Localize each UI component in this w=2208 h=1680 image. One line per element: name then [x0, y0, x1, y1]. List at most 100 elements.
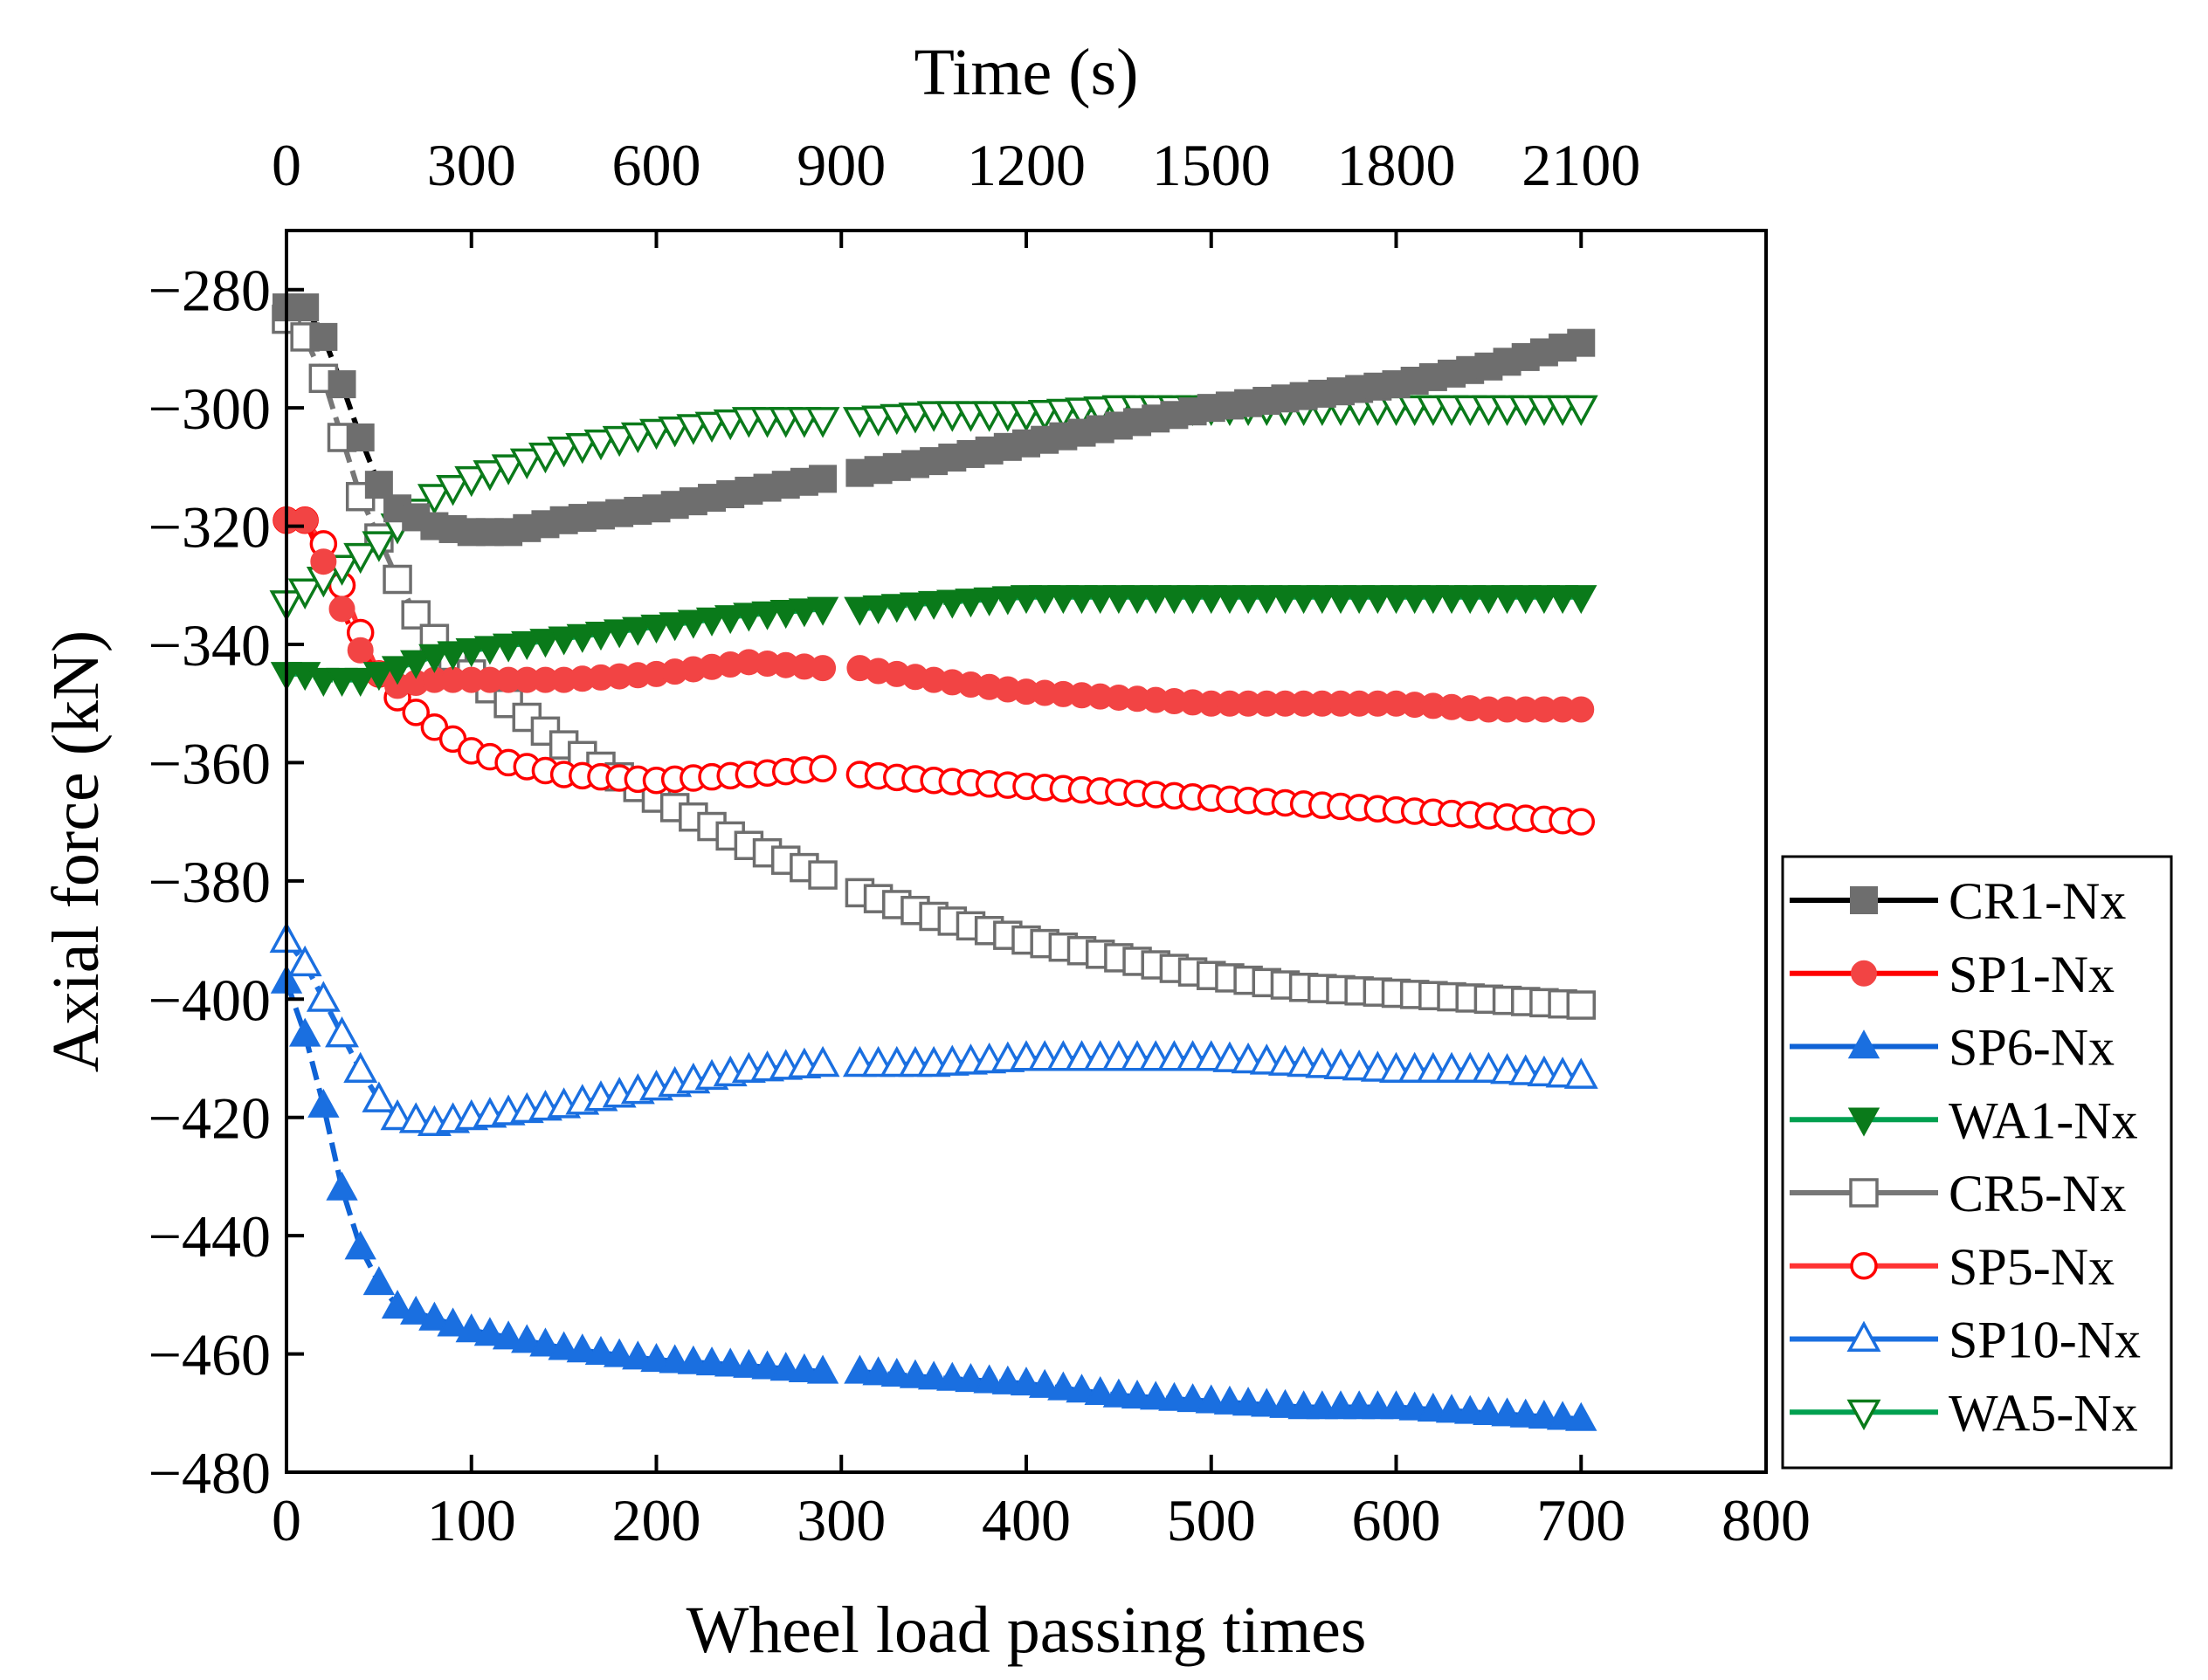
- wa5-nx-point: [1563, 395, 1598, 427]
- sp6-nx-point: [1176, 1383, 1209, 1413]
- wa5-nx-point: [473, 460, 507, 492]
- y-tick-label: −380: [148, 849, 271, 915]
- sp6-nx-point: [622, 1340, 654, 1370]
- wa1-nx-point: [695, 607, 728, 637]
- wa1-nx-point: [880, 594, 913, 623]
- sp6-nx-point: [751, 1350, 783, 1380]
- sp6-nx-point: [1047, 1371, 1080, 1401]
- sp6-nx-legend-marker: [1847, 1029, 1880, 1059]
- sp6-nx-point: [1546, 1401, 1579, 1430]
- wa1-nx-point: [955, 589, 987, 618]
- wa1-nx-point: [455, 638, 487, 668]
- sp6-nx-point: [1491, 1397, 1523, 1427]
- sp6-nx-point: [1380, 1390, 1412, 1420]
- sp6-nx-point: [1084, 1375, 1116, 1406]
- sp6-nx-point: [381, 1290, 414, 1319]
- sp5-nx-legend-marker: [1850, 1252, 1878, 1280]
- sp6-nx-point: [1232, 1387, 1265, 1416]
- y-tick-label: −400: [148, 967, 271, 1033]
- sp6-nx-point: [1435, 1394, 1468, 1423]
- sp6-nx-point: [936, 1361, 969, 1391]
- sp6-nx-point: [437, 1307, 469, 1337]
- sp6-nx-point: [899, 1359, 932, 1388]
- wa5-nx-point: [343, 542, 378, 575]
- wa1-nx-point: [344, 667, 376, 697]
- wa5-nx-point: [694, 411, 729, 443]
- wa1-nx-point: [584, 622, 618, 651]
- sp6-nx-point: [973, 1364, 1005, 1394]
- x-tick-label: 100: [427, 1487, 516, 1553]
- sp6-nx-point: [1417, 1392, 1450, 1422]
- legend-label: WA1-Nx: [1949, 1091, 2138, 1149]
- sp6-nx-point: [1010, 1367, 1043, 1396]
- cr1-nx-point: [309, 322, 338, 351]
- sp6-nx-point: [1251, 1387, 1283, 1417]
- sp10-nx-legend-marker: [1846, 1320, 1881, 1352]
- sp10-nx-line: [284, 938, 824, 1126]
- wa1-nx-point: [769, 600, 802, 630]
- y-tick-label: −420: [148, 1085, 271, 1152]
- wa5-nx-point: [287, 578, 322, 609]
- wa1-nx-point: [1565, 585, 1597, 615]
- wa5-nx-point: [676, 414, 711, 445]
- sp1-nx-point: [328, 596, 355, 623]
- sp6-nx-point: [1398, 1391, 1431, 1421]
- sp6-nx-point: [1269, 1388, 1301, 1418]
- cr1-nx-legend-marker: [1850, 886, 1878, 914]
- sp6-nx-point: [603, 1338, 636, 1367]
- x-tick-label: 200: [612, 1487, 701, 1553]
- top-x-tick-label: 1800: [1337, 132, 1456, 198]
- legend: CR1-Nx SP1-Nx SP6-Nx WA1-Nx CR5-Nx SP5-Nx SP10…: [1781, 855, 2173, 1470]
- sp5-nx-point: [1567, 808, 1595, 836]
- sp6-nx-point: [844, 1354, 876, 1384]
- sp5-nx-point: [402, 699, 430, 726]
- y-tick-label: −340: [148, 612, 271, 678]
- y-tick-label: −440: [148, 1203, 271, 1270]
- legend-label: CR5-Nx: [1949, 1165, 2126, 1222]
- sp10-nx-point: [1563, 1057, 1598, 1089]
- cr5-nx-point: [383, 564, 412, 595]
- cr5-nx-legend-marker: [1849, 1178, 1879, 1208]
- y-tick-label: −480: [148, 1440, 271, 1506]
- sp6-nx-point: [733, 1348, 765, 1378]
- wa5-nx-point: [805, 407, 840, 438]
- y-tick-label: −460: [148, 1322, 271, 1388]
- wa1-nx-point: [936, 589, 969, 619]
- wa5-nx-point: [547, 437, 582, 468]
- sp6-nx-point: [1102, 1378, 1135, 1408]
- sp6-nx-point: [806, 1354, 839, 1384]
- sp6-nx-point: [344, 1230, 376, 1260]
- sp1-nx-point: [292, 506, 319, 534]
- wa1-nx-point: [400, 650, 432, 679]
- wa5-nx-point: [509, 448, 544, 479]
- wa1-nx-point: [603, 619, 636, 649]
- top-x-tick-label: 1500: [1152, 132, 1271, 198]
- sp6-nx-point: [326, 1171, 358, 1201]
- wa5-nx-point: [491, 454, 526, 485]
- sp6-nx-point: [492, 1320, 525, 1350]
- cr1-nx-point: [346, 423, 375, 451]
- sp10-nx-point: [805, 1045, 840, 1078]
- sp6-nx-point: [1158, 1381, 1190, 1411]
- sp6-nx-point: [548, 1331, 580, 1360]
- wa1-nx-point: [381, 656, 414, 685]
- wa1-nx-point: [991, 586, 1025, 616]
- sp6-nx-point: [880, 1357, 913, 1387]
- wa1-nx-point: [511, 630, 543, 660]
- y-tick-label: −280: [148, 258, 271, 324]
- sp6-nx-point: [584, 1335, 618, 1365]
- wa1-nx-point: [566, 623, 598, 653]
- cr1-nx-point: [809, 465, 838, 493]
- sp6-nx-point: [400, 1295, 432, 1325]
- cr1-nx-point: [1567, 328, 1596, 357]
- x-tick-label: 0: [272, 1487, 301, 1553]
- wa1-nx-point: [844, 596, 876, 626]
- sp6-nx-point: [362, 1265, 396, 1296]
- sp6-nx-point: [769, 1352, 802, 1381]
- wa1-nx-point: [788, 598, 821, 628]
- cr5-nx-point: [401, 600, 431, 630]
- x-axis-title: Wheel load passing times: [687, 1594, 1367, 1667]
- x-tick-label: 500: [1167, 1487, 1256, 1553]
- wa5-nx-point: [639, 418, 673, 451]
- top-x-axis-title: Time (s): [914, 36, 1139, 109]
